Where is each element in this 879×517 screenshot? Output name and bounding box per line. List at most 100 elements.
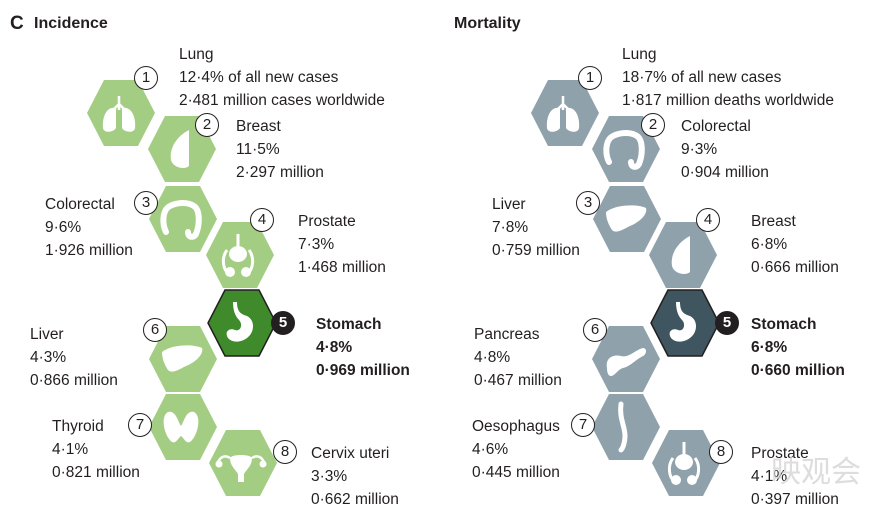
incidence-label-4: Prostate 7·3% 1·468 million [298, 210, 386, 279]
mortality-rank-badge: 8 [709, 440, 733, 464]
label-name: Colorectal [681, 118, 751, 135]
label-pct: 6·8% [751, 339, 788, 356]
label-count: 1·468 million [298, 259, 386, 276]
label-name: Lung [622, 46, 657, 63]
label-pct: 11·5% [236, 141, 280, 158]
mortality-rank-badge: 2 [641, 113, 665, 137]
label-count: 0·904 million [681, 164, 769, 181]
label-name: Prostate [751, 445, 809, 462]
label-count: 0·821 million [52, 464, 140, 481]
label-count: 2·297 million [236, 164, 324, 181]
thyroid-icon [163, 411, 199, 443]
mortality-label-3: Liver 7·8% 0·759 million [492, 193, 580, 262]
label-count: 0·666 million [751, 259, 839, 276]
label-pct: 9·3% [681, 141, 718, 158]
label-name: Breast [236, 118, 281, 135]
stomach-icon [669, 302, 696, 342]
label-pct: 7·3% [298, 236, 335, 253]
incidence-label-3: Colorectal 9·6% 1·926 million [45, 193, 133, 262]
watermark: 映观会 [771, 456, 861, 489]
label-name: Lung [179, 46, 214, 63]
incidence-rank-badge: 4 [250, 208, 274, 232]
label-count: 0·759 million [492, 242, 580, 259]
label-name: Colorectal [45, 196, 115, 213]
colon-icon [160, 200, 202, 240]
mortality-hex-3 [592, 184, 662, 254]
mortality-hex-5 [650, 288, 720, 358]
stomach-icon [226, 302, 253, 342]
incidence-hex-4 [205, 220, 275, 290]
label-name: Stomach [751, 316, 817, 333]
uterus-icon [215, 455, 267, 482]
label-pct: 18·7% of all new cases [622, 69, 782, 86]
mortality-label-8: Prostate 4·1% 0·397 million [751, 442, 839, 511]
incidence-rank-badge: 3 [134, 191, 158, 215]
incidence-hex-6 [148, 324, 218, 394]
mortality-label-2: Colorectal 9·3% 0·904 million [681, 115, 769, 184]
label-name: Stomach [316, 316, 382, 333]
mortality-label-4: Breast 6·8% 0·666 million [751, 210, 839, 279]
mortality-label-1: Lung 18·7% of all new cases 1·817 million … [622, 43, 834, 112]
label-name: Cervix uteri [311, 445, 390, 462]
mortality-hex-6 [591, 324, 661, 394]
mortality-rank-badge: 1 [578, 66, 602, 90]
label-name: Oesophagus [472, 418, 560, 435]
mortality-hex-8 [651, 428, 721, 498]
label-count: 0·866 million [30, 372, 118, 389]
mortality-label-5: Stomach 6·8% 0·660 million [751, 313, 845, 382]
mortality-hex-7 [591, 392, 661, 462]
liver-icon [606, 205, 647, 232]
incidence-title: Incidence [34, 15, 108, 32]
incidence-hex-5 [207, 288, 277, 358]
incidence-rank-badge: 8 [273, 440, 297, 464]
label-pct: 7·8% [492, 219, 529, 236]
mortality-rank-badge: 3 [576, 191, 600, 215]
label-count: 0·467 million [474, 372, 562, 389]
label-name: Prostate [298, 213, 356, 230]
incidence-rank-badge: 6 [143, 318, 167, 342]
lungs-icon [546, 96, 580, 132]
label-count: 0·397 million [751, 491, 839, 508]
label-pct: 6·8% [751, 236, 788, 253]
lungs-icon [102, 96, 136, 132]
prostate-icon [221, 234, 255, 277]
label-count: 0·445 million [472, 464, 560, 481]
prostate-icon [667, 442, 701, 485]
label-pct: 4·8% [474, 349, 511, 366]
incidence-rank-badge: 1 [134, 66, 158, 90]
incidence-hex-1 [86, 78, 156, 148]
label-pct: 4·8% [316, 339, 353, 356]
incidence-hex-8 [208, 428, 278, 498]
mortality-rank-badge: 4 [696, 208, 720, 232]
label-name: Liver [30, 326, 64, 343]
breast-icon [170, 130, 189, 168]
incidence-rank-badge: 5 [271, 311, 295, 335]
label-count: 1·926 million [45, 242, 133, 259]
incidence-label-6: Liver 4·3% 0·866 million [30, 323, 118, 392]
mortality-rank-badge: 6 [583, 318, 607, 342]
incidence-label-1: Lung 12·4% of all new cases 2·481 million … [179, 43, 385, 112]
label-count: 0·969 million [316, 362, 410, 379]
label-pct: 4·1% [751, 468, 788, 485]
label-pct: 12·4% of all new cases [179, 69, 339, 86]
incidence-label-5: Stomach 4·8% 0·969 million [316, 313, 410, 382]
label-pct: 4·6% [472, 441, 509, 458]
oesophagus-icon [618, 401, 628, 453]
incidence-rank-badge: 7 [128, 413, 152, 437]
breast-icon [671, 236, 690, 274]
mortality-rank-badge: 5 [715, 311, 739, 335]
label-count: 0·660 million [751, 362, 845, 379]
mortality-hex-1 [530, 78, 600, 148]
label-name: Breast [751, 213, 796, 230]
incidence-label-2: Breast 11·5% 2·297 million [236, 115, 324, 184]
mortality-hex-4 [648, 220, 718, 290]
incidence-rank-badge: 2 [195, 113, 219, 137]
label-name: Liver [492, 196, 526, 213]
colon-icon [603, 130, 645, 170]
mortality-label-7: Oesophagus 4·6% 0·445 million [472, 415, 560, 484]
label-count: 0·662 million [311, 491, 399, 508]
panel-letter: C [10, 13, 24, 34]
mortality-rank-badge: 7 [571, 413, 595, 437]
incidence-label-7: Thyroid 4·1% 0·821 million [52, 415, 140, 484]
incidence-hex-3 [148, 184, 218, 254]
